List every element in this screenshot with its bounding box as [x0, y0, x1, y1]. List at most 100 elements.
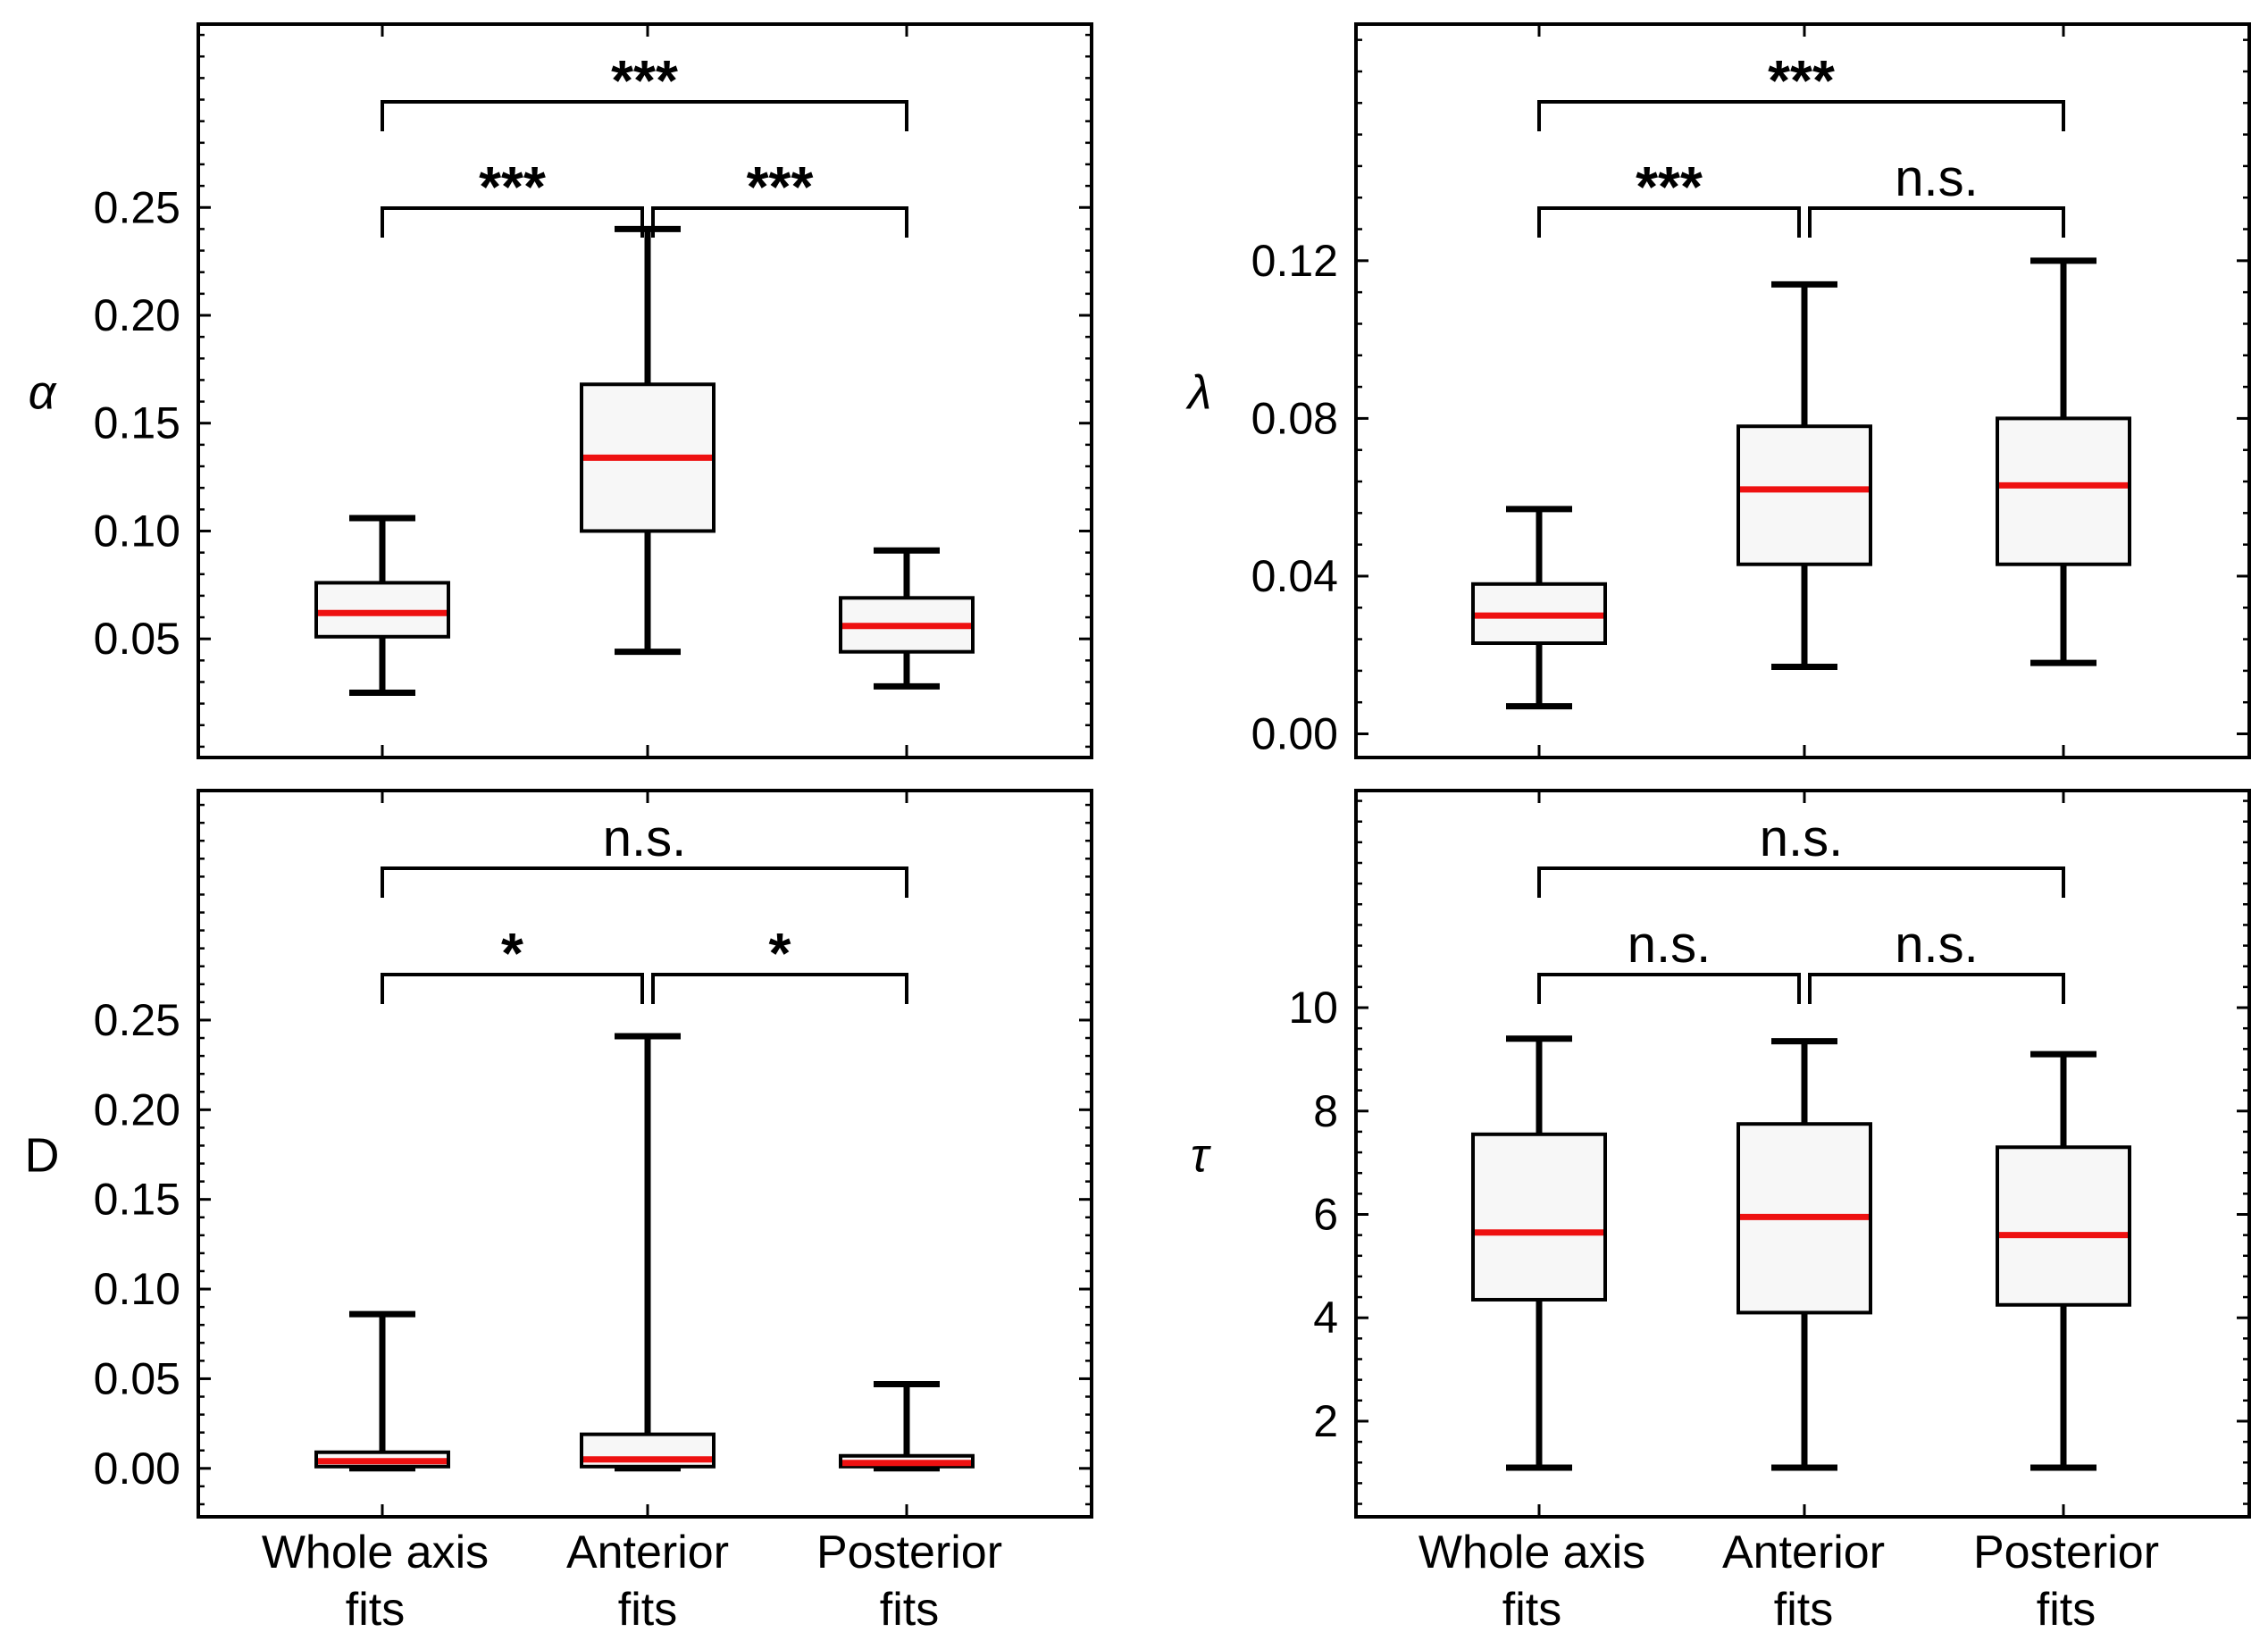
plot-frame [1354, 789, 2251, 1519]
x-caption-posterior-right: Posterior fits [1932, 1529, 2200, 1633]
y-tick-label: 0.10 [94, 1264, 180, 1314]
significance-bracket: *** [1537, 48, 2065, 131]
y-tick-label: 0.12 [1251, 236, 1338, 286]
panel-top-left: 0.05 0.10 0.15 0.20 0.25 α *** *** *** [29, 22, 1093, 759]
x-caption-whole-left: Whole axis fits [241, 1529, 509, 1633]
x-caption-whole-right: Whole axis fits [1398, 1529, 1666, 1633]
y-axis-label: τ [1191, 1129, 1211, 1183]
x-caption-line1: Whole axis [261, 1527, 490, 1578]
significance-bracket: n.s. [381, 809, 908, 898]
x-caption-line1: Posterior [1972, 1527, 2160, 1578]
y-tick-label: 0.08 [1251, 393, 1338, 443]
y-tick-label: 0.05 [94, 1353, 180, 1403]
y-tick-label: 0.20 [94, 290, 180, 340]
significance-bracket: *** [1537, 155, 1801, 238]
box-1 [580, 1033, 716, 1472]
significance-label: *** [1768, 48, 1835, 113]
panel-bottom-right: 2 4 6 8 10 τ n.s. n.s. n.s. [1191, 789, 2251, 1519]
y-tick-label: 0.25 [94, 995, 180, 1045]
significance-bracket: * [381, 921, 644, 1004]
box-iqr [1471, 1132, 1607, 1302]
significance-label: *** [479, 155, 546, 219]
plot-frame [197, 22, 1093, 759]
bracket-line [381, 973, 644, 1004]
significance-label: * [501, 921, 523, 985]
y-tick-label: 0.04 [1251, 551, 1338, 601]
y-tick-label: 0.15 [94, 1175, 180, 1225]
y-tick-label: 8 [1313, 1086, 1338, 1136]
y-tick-label: 0.05 [94, 614, 180, 664]
x-caption-anterior-left: Anterior fits [514, 1529, 782, 1633]
bracket-line [1537, 973, 1801, 1004]
y-tick-label: 2 [1313, 1396, 1338, 1446]
y-axis-label: α [29, 366, 58, 420]
significance-label: n.s. [603, 809, 687, 867]
y-tick-label: 0.10 [94, 506, 180, 556]
significance-label: n.s. [1628, 916, 1711, 974]
bracket-line [1537, 206, 1801, 238]
x-caption-posterior-left: Posterior fits [775, 1529, 1043, 1633]
x-caption-line1: Anterior [1721, 1527, 1886, 1578]
bracket-line [651, 973, 908, 1004]
x-caption-line2: fits [617, 1584, 678, 1636]
significance-bracket: n.s. [1808, 149, 2065, 238]
y-axis-label: λ [1185, 366, 1212, 420]
y-tick-label: 6 [1313, 1189, 1338, 1239]
y-tick-label: 0.00 [94, 1444, 180, 1494]
significance-bracket: *** [381, 155, 644, 238]
box-2 [839, 547, 975, 690]
significance-label: n.s. [1895, 149, 1979, 207]
plot-frame [197, 789, 1093, 1519]
significance-label: *** [1636, 155, 1703, 219]
box-1 [1737, 1038, 1872, 1471]
box-2 [1996, 257, 2131, 666]
significance-bracket: n.s. [1808, 916, 2065, 1004]
bracket-line [1537, 866, 2065, 898]
bracket-line [381, 866, 908, 898]
x-caption-line1: Whole axis [1418, 1527, 1646, 1578]
box-iqr [314, 581, 450, 639]
x-caption-line2: fits [2036, 1584, 2096, 1636]
significance-label: *** [611, 48, 678, 113]
x-caption-line2: fits [1502, 1584, 1562, 1636]
box-2 [839, 1380, 975, 1472]
y-tick-label: 4 [1313, 1293, 1338, 1343]
x-caption-line1: Posterior [816, 1527, 1003, 1578]
bracket-line [1808, 973, 2065, 1004]
box-0 [1471, 506, 1607, 710]
box-iqr [1996, 416, 2131, 566]
bracket-line [1808, 206, 2065, 238]
box-1 [1737, 280, 1872, 670]
y-axis-label: D [25, 1129, 60, 1183]
significance-bracket: * [651, 921, 908, 1004]
panel-bottom-left: 0.00 0.05 0.10 0.15 0.20 0.25 D * * n.s. [25, 789, 1093, 1519]
x-caption-line1: Anterior [565, 1527, 730, 1578]
plot-frame [1354, 22, 2251, 759]
bracket-line [381, 100, 908, 131]
panel-top-right: 0.00 0.04 0.08 0.12 λ *** n.s. *** [1185, 22, 2251, 759]
significance-bracket: n.s. [1537, 809, 2065, 898]
y-tick-label: 0.15 [94, 398, 180, 448]
box-iqr [1737, 424, 1872, 566]
box-0 [314, 1310, 450, 1472]
x-caption-anterior-right: Anterior fits [1670, 1529, 1937, 1633]
box-0 [314, 515, 450, 697]
significance-bracket: *** [651, 155, 908, 238]
bracket-line [651, 206, 908, 238]
box-1 [580, 225, 716, 656]
x-caption-line2: fits [879, 1584, 940, 1636]
significance-label: n.s. [1895, 916, 1979, 974]
significance-label: * [769, 921, 791, 985]
significance-bracket: *** [381, 48, 908, 131]
bracket-line [1537, 100, 2065, 131]
significance-bracket: n.s. [1537, 916, 1801, 1004]
bracket-line [381, 206, 644, 238]
x-caption-line2: fits [1773, 1584, 1834, 1636]
box-iqr [1996, 1145, 2131, 1307]
significance-label: *** [747, 155, 814, 219]
y-tick-label: 0.00 [1251, 709, 1338, 759]
box-2 [1996, 1051, 2131, 1471]
significance-label: n.s. [1760, 809, 1844, 867]
x-caption-line2: fits [345, 1584, 406, 1636]
